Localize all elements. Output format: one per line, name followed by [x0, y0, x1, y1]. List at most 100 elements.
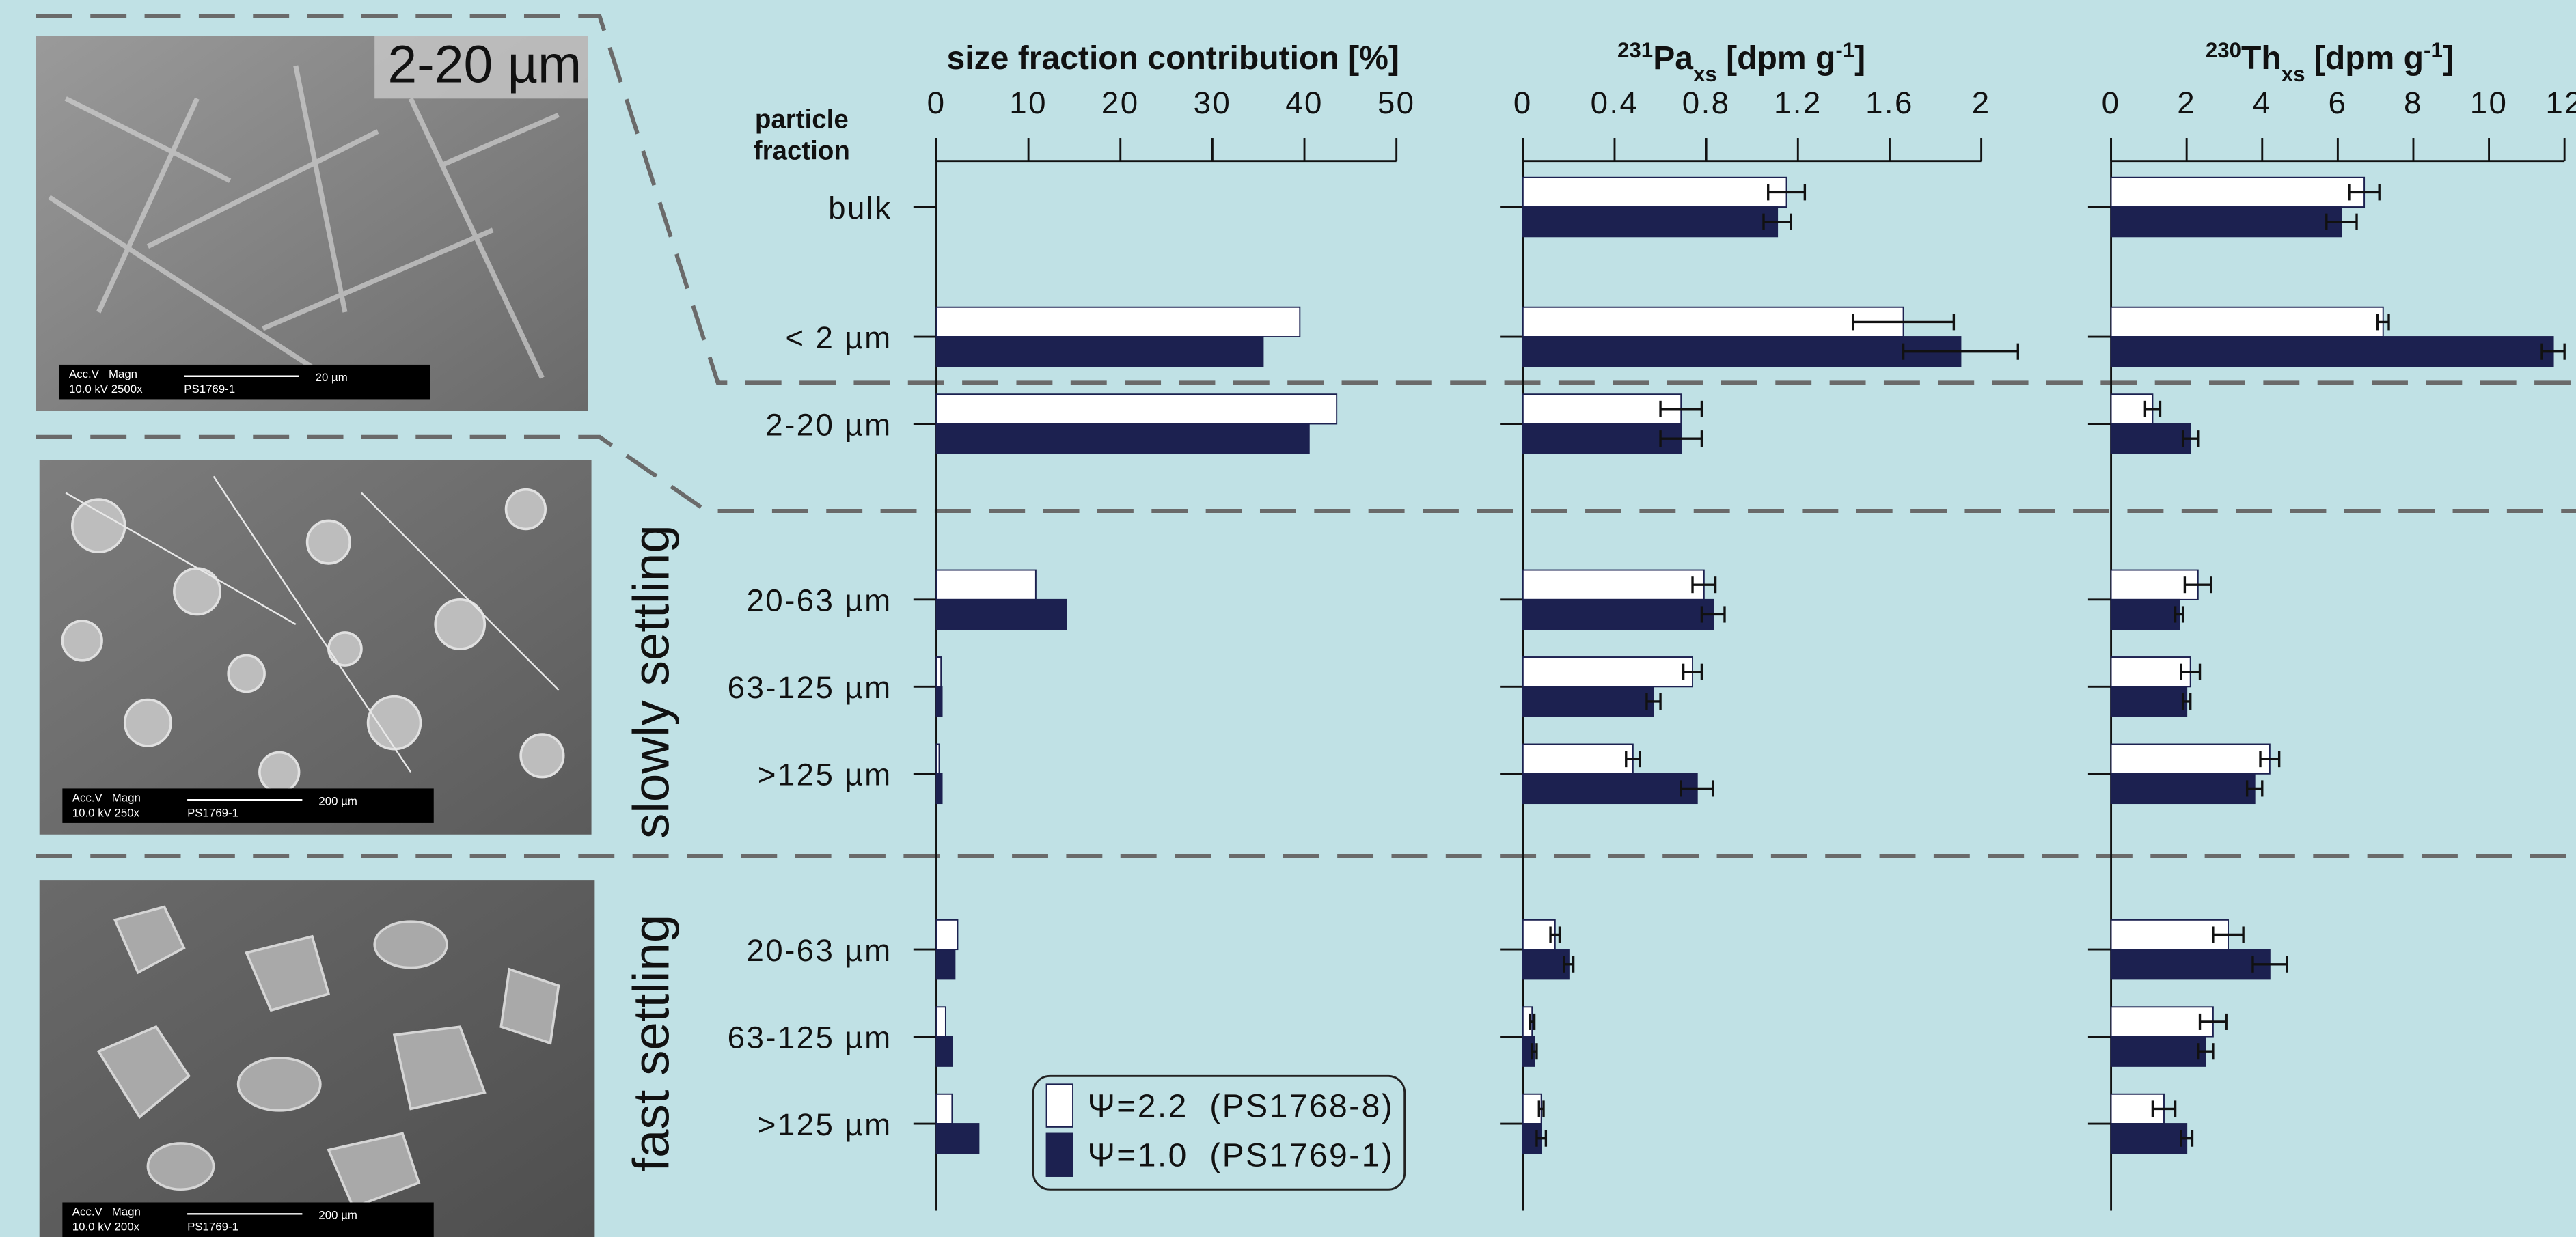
title-part: [dpm g: [2305, 40, 2424, 77]
bar: [2111, 774, 2255, 803]
x-tick-label: 0.8: [1682, 85, 1731, 120]
bar: [1523, 207, 1777, 236]
photo-scale: 200 µm: [318, 794, 357, 807]
category-label: 20-63 µm: [746, 933, 892, 968]
bar: [936, 424, 1308, 454]
photo-2: [40, 460, 592, 834]
bar: [936, 600, 1066, 629]
chart-title: size fraction contribution [%]: [947, 40, 1399, 77]
category-label: 63-125 µm: [728, 1020, 892, 1055]
bar: [2111, 424, 2191, 454]
bar: [2111, 307, 2383, 337]
bar: [936, 657, 941, 686]
bar: [936, 570, 1035, 600]
title-part: size fraction contribution [%]: [947, 40, 1399, 77]
group-label: fast settling: [623, 915, 680, 1172]
photo-info: 10.0 kV 200x: [72, 1220, 140, 1233]
bar: [2111, 337, 2553, 366]
bar: [936, 920, 957, 949]
bar: [1523, 307, 1904, 337]
photo-info: Acc.V Magn: [72, 792, 141, 805]
bar: [2111, 1007, 2213, 1036]
bar: [1523, 744, 1633, 773]
photo-info: Acc.V Magn: [69, 367, 137, 380]
bar: [1523, 657, 1693, 686]
photo-info: 10.0 kV 250x: [72, 806, 140, 819]
bar: [2111, 949, 2270, 979]
x-tick-label: 50: [1378, 85, 1416, 120]
x-tick-label: 10: [1009, 85, 1047, 120]
photo-3: [40, 880, 595, 1237]
bar: [2111, 920, 2228, 949]
bar: [936, 307, 1300, 337]
x-tick-label: 8: [2404, 85, 2423, 120]
title-part: [dpm g: [1717, 40, 1836, 77]
figure: Acc.V Magn10.0 kV 2500xPS1769-120 µm2-20…: [0, 0, 2576, 1237]
bar: [2111, 1037, 2206, 1066]
bar: [936, 744, 939, 773]
bar: [1523, 600, 1713, 629]
x-tick-label: 0.4: [1591, 85, 1639, 120]
photo-sample: PS1769-1: [184, 383, 235, 395]
bar: [936, 1094, 952, 1124]
category-label: 20-63 µm: [746, 583, 892, 618]
title-part: ]: [2443, 40, 2454, 77]
x-tick-label: 0: [1513, 85, 1533, 120]
bar: [1523, 424, 1681, 454]
group-label: slowly settling: [623, 525, 680, 839]
title-part: xs: [2282, 62, 2305, 86]
title-part: Th: [2241, 40, 2282, 77]
category-axis-label: particle: [755, 105, 849, 135]
category-label: >125 µm: [758, 758, 892, 792]
title-part: -1: [1835, 38, 1854, 62]
x-tick-label: 12: [2545, 85, 2576, 120]
bar: [1523, 686, 1654, 716]
bar: [936, 686, 942, 716]
photo-sample: PS1769-1: [187, 806, 238, 819]
bar: [936, 394, 1337, 423]
x-tick-label: 10: [2470, 85, 2508, 120]
photo-scale: 20 µm: [316, 371, 348, 384]
photo-info: 10.0 kV 2500x: [69, 383, 143, 395]
bar: [936, 1037, 952, 1066]
photo-scale: 200 µm: [318, 1209, 357, 1222]
title-part: ]: [1854, 40, 1865, 77]
category-label: bulk: [828, 191, 892, 225]
x-tick-label: 0: [2102, 85, 2121, 120]
bar: [2111, 657, 2191, 686]
legend-swatch: [1047, 1133, 1073, 1176]
bar: [1523, 570, 1704, 600]
x-tick-label: 2: [1972, 85, 1991, 120]
bar: [2111, 207, 2342, 236]
legend-swatch: [1047, 1084, 1073, 1127]
x-tick-label: 0: [927, 85, 946, 120]
bar: [936, 949, 955, 979]
title-part: Pa: [1653, 40, 1694, 77]
bar: [2111, 1124, 2187, 1153]
bar: [936, 1124, 978, 1153]
bar: [2111, 600, 2180, 629]
x-tick-label: 40: [1285, 85, 1324, 120]
title-part: 230: [2206, 38, 2241, 62]
bar: [1523, 949, 1569, 979]
bar: [1523, 394, 1681, 423]
bar: [2111, 178, 2365, 207]
photo-info: Acc.V Magn: [72, 1206, 141, 1219]
x-tick-label: 30: [1194, 85, 1232, 120]
bar: [936, 1007, 945, 1036]
x-tick-label: 20: [1101, 85, 1140, 120]
category-label: >125 µm: [758, 1107, 892, 1142]
bar: [2111, 744, 2270, 773]
title-part: -1: [2424, 38, 2443, 62]
bar: [2111, 686, 2187, 716]
x-tick-label: 1.6: [1865, 85, 1914, 120]
bar: [936, 774, 942, 803]
x-tick-label: 1.2: [1774, 85, 1822, 120]
category-label: < 2 µm: [785, 320, 892, 355]
title-part: xs: [1693, 62, 1717, 86]
category-axis-label: fraction: [754, 136, 850, 165]
x-tick-label: 6: [2328, 85, 2347, 120]
legend-label: Ψ=1.0 (PS1769-1): [1088, 1137, 1394, 1174]
bar: [1523, 774, 1697, 803]
title-part: 231: [1617, 38, 1653, 62]
